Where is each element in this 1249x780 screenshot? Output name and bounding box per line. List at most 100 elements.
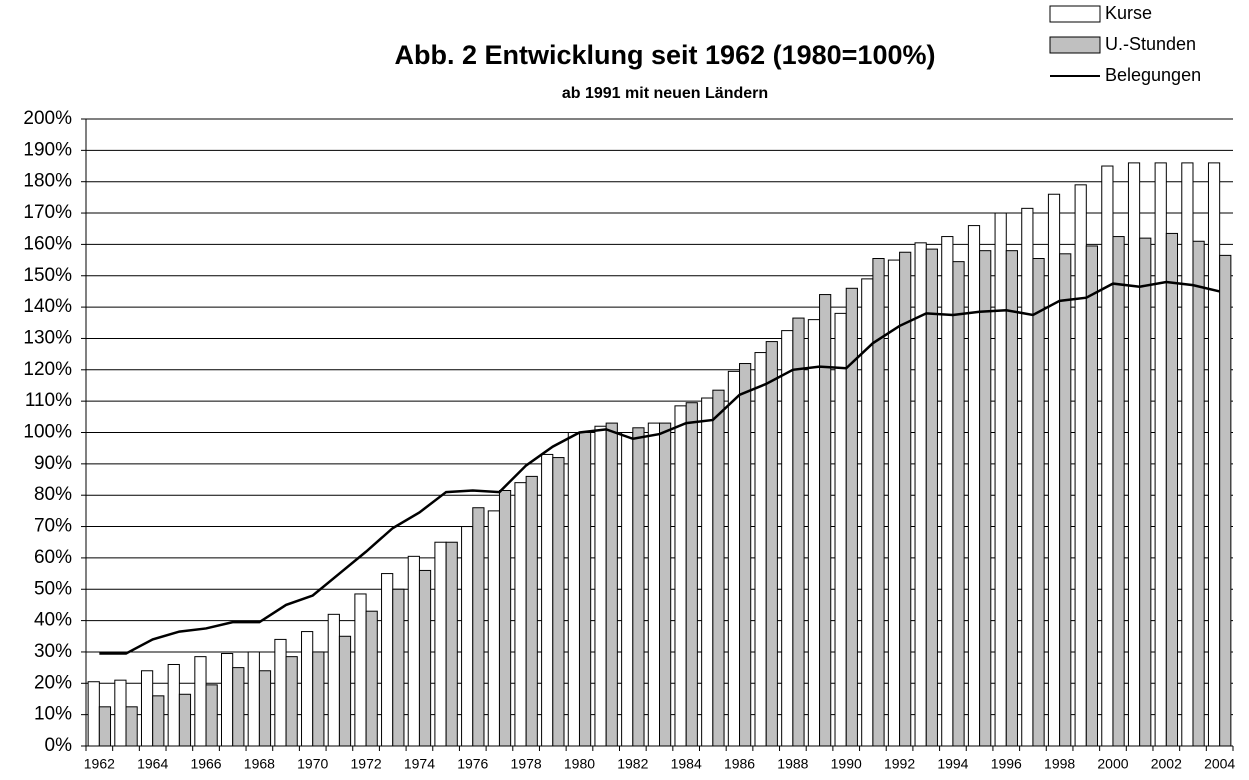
bar [552, 457, 565, 747]
bar [274, 638, 287, 747]
y-tick-label: 200% [23, 108, 72, 129]
bar [205, 684, 218, 747]
bar [1219, 254, 1232, 747]
bar [727, 370, 741, 747]
x-tick-label: 1966 [190, 756, 221, 772]
bar [621, 432, 634, 747]
bar [1085, 245, 1098, 747]
bar [445, 541, 458, 747]
bar [472, 507, 485, 747]
bar [167, 663, 180, 747]
bar [1127, 162, 1141, 747]
y-tick-label: 160% [23, 233, 72, 254]
x-tick-label: 2002 [1151, 756, 1182, 772]
y-tick-label: 30% [34, 641, 72, 662]
bar [301, 631, 314, 747]
bar [514, 482, 527, 747]
y-tick-label: 110% [25, 390, 72, 411]
bar [792, 317, 805, 747]
bar [498, 489, 512, 747]
bar [1192, 240, 1205, 747]
chart-subtitle: ab 1991 mit neuen Ländern [562, 85, 768, 102]
bar [461, 526, 474, 747]
bar [541, 453, 554, 747]
bar [659, 422, 672, 747]
bar [194, 656, 207, 747]
y-tick-label: 180% [23, 171, 72, 192]
bar [1165, 232, 1179, 747]
bar [845, 287, 858, 747]
bar [392, 588, 405, 747]
y-tick-label: 190% [23, 139, 72, 160]
x-tick-label: 1974 [404, 756, 435, 772]
x-tick-label: 1978 [511, 756, 542, 772]
y-tick-label: 150% [23, 265, 72, 286]
x-tick-label: 1962 [84, 756, 115, 772]
x-tick-label: 1998 [1044, 756, 1075, 772]
bar [605, 422, 618, 747]
bar [979, 250, 992, 747]
x-tick-label: 1996 [991, 756, 1022, 772]
y-tick-label: 60% [34, 547, 72, 568]
bar [781, 330, 794, 747]
y-tick-label: 70% [34, 516, 72, 537]
bar [674, 405, 687, 747]
bar [381, 573, 394, 747]
bar [285, 656, 298, 747]
bar [434, 541, 447, 747]
bar [1112, 236, 1125, 747]
bar [594, 425, 607, 747]
bar [1101, 165, 1114, 747]
chart-title: Abb. 2 Entwicklung seit 1962 (1980=100%) [395, 40, 936, 70]
bar [1021, 207, 1034, 747]
bar [1032, 258, 1045, 747]
x-tick-label: 1988 [777, 756, 808, 772]
bar [967, 225, 981, 747]
bar [1059, 253, 1072, 747]
x-tick-label: 1980 [564, 756, 595, 772]
bar [941, 236, 954, 747]
legend-label: Kurse [1105, 3, 1152, 23]
bar [754, 352, 767, 747]
y-tick-label: 90% [34, 453, 72, 474]
x-tick-label: 1968 [244, 756, 275, 772]
bar [1074, 184, 1087, 747]
bar [407, 555, 420, 747]
y-tick-label: 140% [23, 296, 72, 317]
y-tick-label: 170% [23, 202, 72, 223]
y-tick-label: 40% [34, 610, 72, 631]
bar [258, 670, 272, 747]
bar [952, 261, 965, 747]
bar [765, 341, 778, 747]
bar [1139, 237, 1152, 747]
x-tick-label: 1994 [937, 756, 968, 772]
bar [221, 653, 234, 747]
bar [739, 363, 752, 747]
y-tick-label: 0% [45, 735, 73, 756]
bar [418, 569, 432, 747]
bar [152, 695, 165, 747]
y-tick-label: 50% [34, 578, 72, 599]
bar [701, 397, 714, 747]
bar [487, 510, 500, 747]
bar [994, 212, 1007, 747]
bar [247, 651, 260, 747]
legend-swatch [1049, 36, 1101, 54]
x-tick-label: 1970 [297, 756, 328, 772]
bar [712, 389, 725, 747]
x-tick-label: 1986 [724, 756, 755, 772]
bar [578, 432, 592, 747]
bar [365, 610, 378, 747]
y-tick-label: 10% [34, 704, 72, 725]
x-tick-label: 1982 [617, 756, 648, 772]
bar [1154, 162, 1167, 747]
bar [312, 651, 325, 747]
bar [647, 422, 661, 747]
x-tick-label: 1964 [137, 756, 168, 772]
x-tick-label: 1992 [884, 756, 915, 772]
y-tick-label: 20% [34, 672, 72, 693]
bar [354, 593, 367, 747]
bar [807, 319, 821, 747]
legend-swatch [1049, 5, 1101, 23]
x-tick-label: 1976 [457, 756, 488, 772]
